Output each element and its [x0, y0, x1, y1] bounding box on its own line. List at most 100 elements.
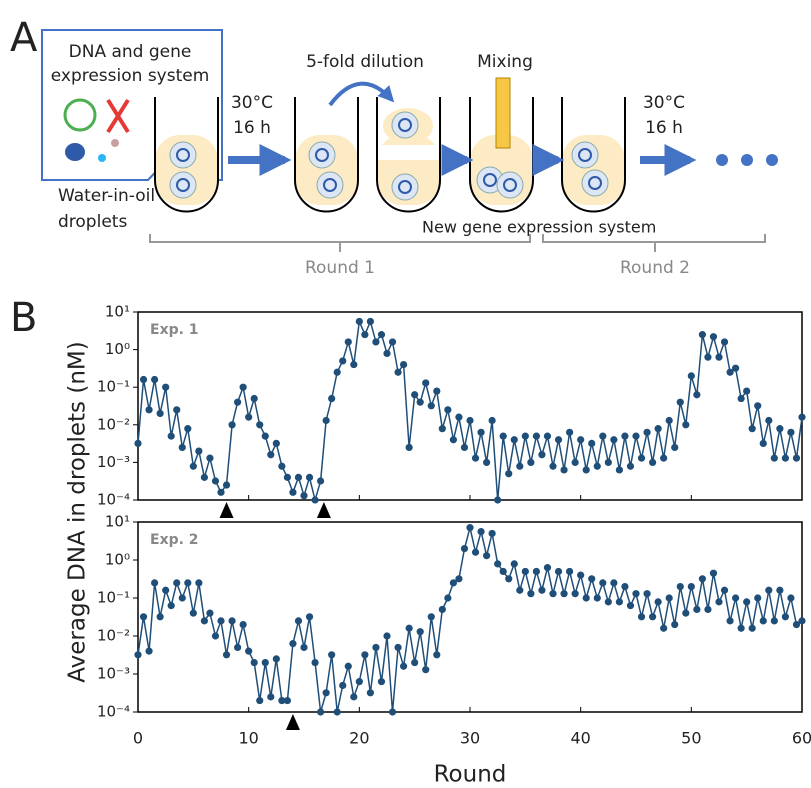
data-point [322, 416, 330, 425]
data-point [765, 586, 773, 594]
data-point [698, 575, 707, 583]
data-point [516, 586, 524, 594]
data-point [300, 643, 308, 652]
data-point [538, 451, 546, 459]
data-point [499, 432, 507, 440]
data-point [300, 492, 308, 500]
droplet [169, 171, 197, 199]
data-point [211, 632, 220, 640]
data-point [411, 391, 419, 399]
event-arrowhead [285, 714, 300, 730]
data-point [477, 428, 485, 436]
data-point [256, 421, 264, 429]
y-tick-label: 10¹ [105, 513, 130, 531]
droplet [308, 141, 336, 169]
x-axis-label: Round [434, 762, 507, 788]
data-point [366, 317, 374, 326]
data-point [460, 544, 469, 553]
y-axis-label: Average DNA in droplets (nM) [65, 341, 91, 682]
data-point [162, 586, 170, 594]
data-point [200, 473, 208, 481]
data-point [245, 647, 253, 655]
data-point [743, 598, 751, 606]
data-point [261, 432, 269, 440]
data-point [781, 613, 790, 621]
data-point [151, 579, 159, 587]
data-point [222, 481, 231, 489]
data-point [787, 428, 795, 436]
data-point [726, 368, 734, 376]
data-point [239, 620, 247, 629]
data-point [505, 575, 513, 583]
chart-title: Exp. 2 [150, 532, 199, 548]
data-point [665, 416, 673, 425]
data-point [798, 413, 806, 421]
data-point [566, 428, 574, 436]
data-point [283, 696, 291, 705]
data-point [433, 651, 441, 659]
data-point [770, 617, 778, 625]
data-point [715, 353, 723, 361]
data-point [305, 613, 314, 621]
x-tick-label: 50 [681, 729, 701, 748]
data-point [593, 462, 601, 470]
dna [503, 178, 517, 192]
data-point [400, 360, 408, 369]
data-point [720, 586, 729, 594]
data-point [494, 560, 502, 568]
data-point [272, 439, 280, 448]
protein [65, 143, 85, 161]
x-tick-label: 30 [460, 729, 480, 748]
y-tick-label: 10⁻¹ [97, 378, 130, 396]
panel-label: A [10, 15, 38, 61]
dilution-label: 5-fold dilution [306, 52, 424, 72]
droplets-label: Water-in-oil [58, 186, 155, 206]
molecule [98, 154, 106, 162]
data-point [792, 454, 801, 462]
data-point [261, 658, 269, 667]
data-point [632, 432, 640, 440]
data-point [510, 436, 518, 444]
box-text: DNA and gene [69, 42, 192, 62]
box-text: expression system [51, 66, 210, 86]
data-point [599, 579, 607, 587]
data-point [372, 643, 380, 652]
y-tick-label: 10⁻⁴ [97, 491, 130, 509]
data-point [344, 338, 352, 346]
data-point [289, 640, 297, 648]
data-point [776, 586, 784, 594]
data-point [488, 416, 496, 425]
data-point [571, 458, 579, 466]
droplet [496, 171, 524, 199]
data-point [333, 708, 341, 716]
data-point [167, 602, 175, 610]
data-point [189, 609, 197, 617]
data-point [167, 432, 175, 440]
data-point [754, 402, 762, 410]
round-bracket [149, 234, 766, 252]
data-point [560, 590, 568, 598]
data-point [792, 620, 801, 629]
dot [716, 154, 728, 166]
data-point [682, 609, 690, 617]
tube [154, 97, 219, 213]
data-point [328, 651, 336, 659]
medium [378, 145, 439, 160]
data-point [305, 473, 314, 481]
data-point [317, 477, 325, 485]
data-point [577, 436, 585, 444]
plot-frame [137, 521, 803, 713]
x-tick-label: 40 [570, 729, 590, 748]
data-point [344, 662, 352, 670]
data-point [660, 624, 668, 632]
data-point [383, 349, 391, 358]
data-point [134, 651, 142, 659]
plasmid [63, 98, 97, 132]
data-point [377, 331, 386, 339]
data-point [355, 678, 363, 686]
data-point [145, 647, 153, 655]
event-arrowhead [219, 502, 234, 518]
data-point [151, 375, 159, 384]
data-point [455, 575, 463, 583]
y-tick-label: 10⁰ [105, 340, 130, 358]
